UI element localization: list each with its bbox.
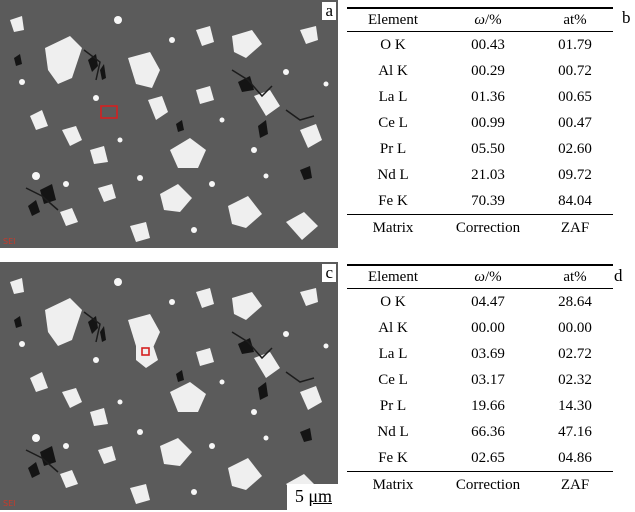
footer-matrix: Matrix	[347, 214, 439, 241]
eds-table-d: Element ω/% at% O K 04.47 28.64 Al K 00.00 0…	[347, 264, 613, 498]
table-row: Nd L 66.36 47.16	[347, 419, 613, 445]
table-row: O K 00.43 01.79	[347, 32, 613, 59]
micrograph-c-image	[0, 262, 338, 510]
mass-cell: 66.36	[471, 423, 505, 440]
atomic-cell: 47.16	[558, 423, 592, 440]
sem-tag-icon: SEI	[3, 499, 16, 508]
footer-zaf: ZAF	[537, 214, 613, 241]
atomic-cell: 09.72	[558, 166, 592, 183]
sem-tag-icon: SEI	[3, 237, 16, 246]
header-omega-unit: /%	[484, 268, 502, 285]
micrograph-a: a SEI	[0, 0, 338, 248]
mass-cell: 00.99	[471, 114, 505, 131]
mass-cell: 04.47	[471, 293, 505, 310]
atomic-cell: 02.32	[558, 371, 592, 388]
table-row: Ce L 00.99 00.47	[347, 110, 613, 136]
atomic-cell: 02.60	[558, 140, 592, 157]
element-cell: Fe K	[378, 192, 408, 209]
atomic-cell: 00.65	[558, 88, 592, 105]
table-header-row: Element ω/% at%	[347, 7, 613, 32]
micrograph-c: c SEI 5 μm	[0, 262, 338, 510]
element-cell: Fe K	[378, 449, 408, 466]
element-cell: Nd L	[377, 423, 409, 440]
table-row: Fe K 70.39 84.04	[347, 188, 613, 215]
footer-zaf: ZAF	[537, 471, 613, 498]
mass-cell: 05.50	[471, 140, 505, 157]
table-footer-row: Matrix Correction ZAF	[347, 471, 613, 498]
atomic-cell: 02.72	[558, 345, 592, 362]
element-cell: Al K	[378, 62, 408, 79]
atomic-cell: 00.00	[558, 319, 592, 336]
element-cell: O K	[380, 293, 406, 310]
element-cell: Ce L	[378, 114, 408, 131]
footer-correction: Correction	[439, 214, 537, 241]
atomic-cell: 14.30	[558, 397, 592, 414]
mass-cell: 19.66	[471, 397, 505, 414]
header-omega-unit: /%	[484, 11, 502, 28]
table-row: La L 03.69 02.72	[347, 341, 613, 367]
element-cell: Ce L	[378, 371, 408, 388]
footer-correction: Correction	[439, 471, 537, 498]
scale-bar-unit: μm	[308, 486, 332, 506]
atomic-cell: 04.86	[558, 449, 592, 466]
header-atomic-percent: at%	[537, 7, 613, 32]
mass-cell: 00.00	[471, 319, 505, 336]
element-cell: La L	[378, 88, 408, 105]
panel-letter-b: b	[622, 8, 631, 27]
mass-cell: 02.65	[471, 449, 505, 466]
eds-table-b: Element ω/% at% O K 00.43 01.79 Al K 00.29 0…	[347, 7, 613, 241]
element-cell: Pr L	[379, 397, 407, 414]
atomic-cell: 00.72	[558, 62, 592, 79]
mass-cell: 01.36	[471, 88, 505, 105]
table-footer-row: Matrix Correction ZAF	[347, 214, 613, 241]
table-row: Nd L 21.03 09.72	[347, 162, 613, 188]
element-cell: Al K	[378, 319, 408, 336]
header-omega: ω	[474, 268, 485, 285]
element-cell: Nd L	[377, 166, 409, 183]
atomic-cell: 01.79	[558, 36, 592, 53]
element-cell: La L	[378, 345, 408, 362]
header-atomic-percent: at%	[537, 264, 613, 289]
header-element: Element	[347, 264, 439, 289]
panel-letter-a: a	[322, 2, 336, 20]
footer-matrix: Matrix	[347, 471, 439, 498]
atomic-cell: 28.64	[558, 293, 592, 310]
panel-letter-d: d	[614, 266, 623, 285]
table-row: Al K 00.00 00.00	[347, 315, 613, 341]
table-row: Pr L 05.50 02.60	[347, 136, 613, 162]
panel-letter-c: c	[322, 264, 336, 282]
header-mass-percent: ω/%	[439, 264, 537, 289]
mass-cell: 03.69	[471, 345, 505, 362]
table-header-row: Element ω/% at%	[347, 264, 613, 289]
mass-cell: 00.29	[471, 62, 505, 79]
header-element: Element	[347, 7, 439, 32]
micrograph-a-image	[0, 0, 338, 248]
mass-cell: 03.17	[471, 371, 505, 388]
mass-cell: 00.43	[471, 36, 505, 53]
table-row: Fe K 02.65 04.86	[347, 445, 613, 472]
mass-cell: 21.03	[471, 166, 505, 183]
scale-bar-value: 5	[294, 486, 304, 506]
atomic-cell: 00.47	[558, 114, 592, 131]
mass-cell: 70.39	[471, 192, 505, 209]
element-cell: O K	[380, 36, 406, 53]
atomic-cell: 84.04	[558, 192, 592, 209]
table-row: O K 04.47 28.64	[347, 289, 613, 316]
table-row: Al K 00.29 00.72	[347, 58, 613, 84]
table-row: Pr L 19.66 14.30	[347, 393, 613, 419]
table-row: Ce L 03.17 02.32	[347, 367, 613, 393]
element-cell: Pr L	[379, 140, 407, 157]
header-mass-percent: ω/%	[439, 7, 537, 32]
table-row: La L 01.36 00.65	[347, 84, 613, 110]
scale-bar: 5 μm	[286, 484, 338, 510]
header-omega: ω	[474, 11, 485, 28]
